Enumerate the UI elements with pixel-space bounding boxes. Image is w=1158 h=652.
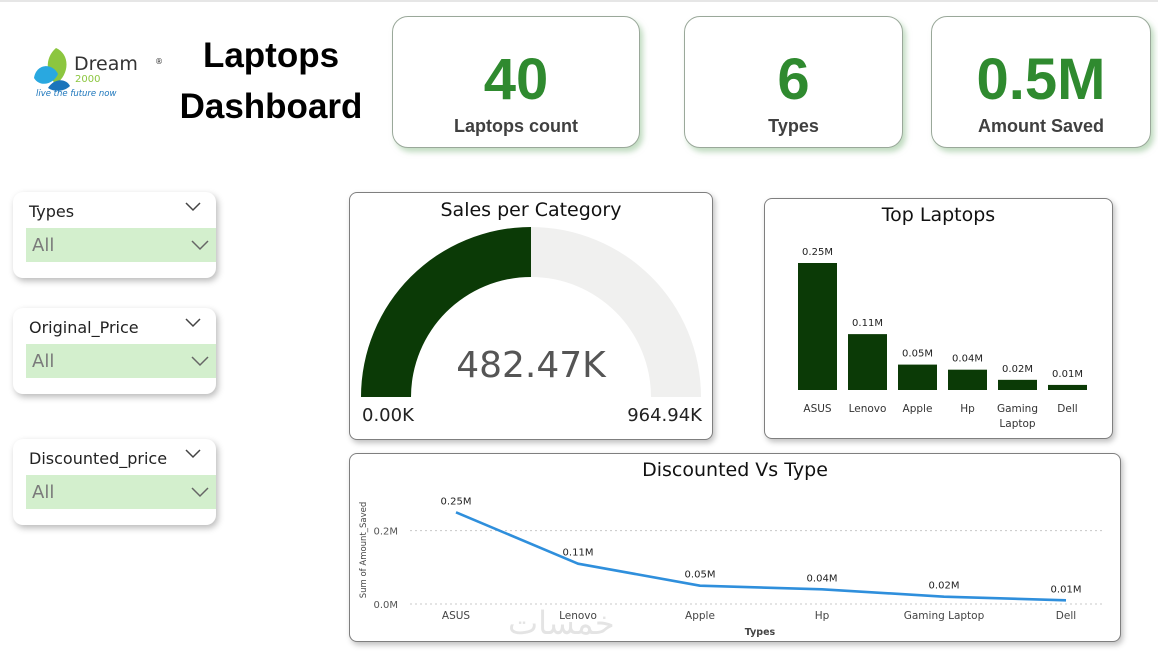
page-title-line2: Dashboard	[179, 87, 363, 126]
x-tick-label: Gaming Laptop	[904, 610, 985, 622]
kpi-value: 0.5M	[976, 47, 1106, 112]
y-tick-label: 0.2M	[373, 527, 398, 538]
chevron-down-icon[interactable]	[190, 484, 210, 500]
bar-chart: 0.25M ASUS 0.11M Lenovo 0.05M Apple 0.04M Hp 0.0…	[798, 247, 1087, 430]
bar	[948, 369, 987, 390]
chevron-down-icon[interactable]	[184, 446, 202, 460]
logo-tagline: live the future now	[36, 89, 116, 99]
chevron-down-icon[interactable]	[190, 353, 210, 369]
discounted-vs-type-card: Discounted Vs Type 0.0M 0.2M 0.25M ASUS 0.11…	[349, 453, 1121, 642]
slicer-dropdown[interactable]: All	[26, 344, 216, 378]
gauge-fill	[361, 227, 531, 397]
gauge-min-label: 0.00K	[362, 405, 415, 426]
slicer-original-price: Original_Price All	[13, 308, 216, 394]
slicer-selected-value: All	[32, 482, 55, 503]
kpi-value: 40	[483, 47, 549, 112]
line-chart: 0.0M 0.2M 0.25M ASUS 0.11M Lenovo 0.05M Apple 0.…	[359, 496, 1105, 638]
page-title-line1: Laptops	[202, 36, 340, 75]
logo-registered: ®	[155, 57, 163, 66]
bar	[898, 364, 937, 390]
x-tick-label: ASUS	[442, 610, 471, 622]
watermark: خمسات	[508, 604, 615, 642]
kpi-value: 6	[777, 47, 810, 112]
series-line	[455, 511, 1067, 602]
bar-data-label: 0.11M	[852, 318, 883, 329]
slicer-label: Original_Price	[29, 318, 139, 337]
bar-category-label: Hp	[960, 403, 975, 415]
bar-data-label: 0.25M	[802, 247, 833, 258]
top-laptops-card: Top Laptops 0.25M ASUS 0.11M Lenovo 0.05M App…	[764, 198, 1113, 439]
bar-category-label: ASUS	[803, 403, 832, 415]
logo-brand: Dream	[74, 53, 138, 75]
bar-data-label: 0.02M	[1002, 364, 1033, 375]
slicer-discounted-price: Discounted_price All	[13, 439, 216, 525]
chart-title: Top Laptops	[881, 204, 996, 226]
bar-data-label: 0.01M	[1052, 369, 1083, 380]
bar	[798, 263, 837, 390]
logo: Dream ® 2000 live the future now	[30, 44, 170, 104]
chart-title: Sales per Category	[440, 199, 622, 221]
bar	[1048, 384, 1087, 390]
chevron-down-icon[interactable]	[190, 237, 210, 253]
y-tick-label: 0.0M	[373, 600, 398, 611]
slicer-label: Types	[29, 202, 75, 221]
slicer-selected-value: All	[32, 351, 55, 372]
line-data-label: 0.01M	[1051, 584, 1082, 595]
slicer-dropdown[interactable]: All	[26, 475, 216, 509]
line-data-label: 0.25M	[441, 496, 472, 507]
bar	[998, 379, 1037, 390]
kpi-label: Amount Saved	[977, 116, 1105, 136]
kpi-card-types: 6 Types	[684, 16, 903, 148]
slicer-selected-value: All	[32, 235, 55, 256]
bar-category-label: Gaming Laptop	[997, 403, 1038, 430]
line-data-label: 0.02M	[929, 581, 960, 592]
bar	[848, 334, 887, 390]
bar-data-label: 0.05M	[902, 349, 933, 360]
bar-category-label: Dell	[1057, 403, 1077, 415]
logo-mark: Dream ® 2000 live the future now	[34, 48, 163, 99]
line-data-label: 0.05M	[685, 570, 716, 581]
page-title: Laptops Dashboard	[176, 30, 366, 132]
x-tick-label: Apple	[685, 610, 715, 622]
line-data-label: 0.04M	[807, 573, 838, 584]
gauge-chart: 482.47K 0.00K 964.94K	[361, 227, 703, 426]
slicer-label: Discounted_price	[29, 449, 168, 468]
kpi-label: Types	[768, 116, 819, 136]
top-border	[0, 0, 1158, 2]
bar-data-label: 0.04M	[952, 354, 983, 365]
chevron-down-icon[interactable]	[184, 315, 202, 329]
slicer-types: Types All	[13, 192, 216, 278]
x-tick-label: Lenovo	[559, 610, 597, 622]
line-data-label: 0.11M	[563, 548, 594, 559]
chart-title: Discounted Vs Type	[642, 459, 828, 481]
gauge-card: Sales per Category 482.47K 0.00K 964.94K	[349, 192, 713, 440]
x-tick-label: Dell	[1056, 610, 1076, 622]
kpi-card-laptops-count: 40 Laptops count	[392, 16, 640, 148]
gauge-value-label: 482.47K	[456, 345, 607, 386]
x-tick-label: Hp	[815, 610, 830, 622]
kpi-label: Laptops count	[454, 116, 578, 136]
logo-number: 2000	[75, 74, 100, 85]
gauge-max-label: 964.94K	[627, 405, 703, 426]
y-axis-label: Sum of Amount_Saved	[359, 502, 369, 599]
kpi-card-amount-saved: 0.5M Amount Saved	[931, 16, 1151, 148]
slicer-dropdown[interactable]: All	[26, 228, 216, 262]
bar-category-label: Apple	[903, 403, 933, 415]
bar-category-label: Lenovo	[849, 403, 887, 415]
chevron-down-icon[interactable]	[184, 199, 202, 213]
x-axis-label: Types	[745, 627, 776, 638]
